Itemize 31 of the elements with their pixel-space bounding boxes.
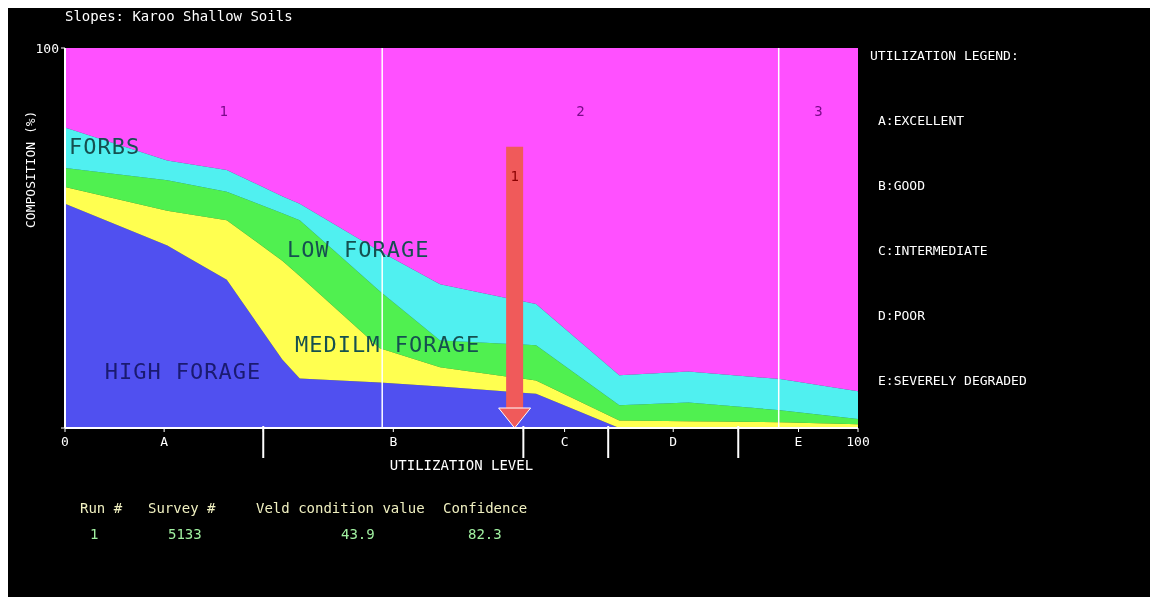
- text: Run #: [80, 500, 123, 516]
- text: D:POOR: [878, 308, 925, 323]
- x-tick-label: 0: [61, 434, 69, 449]
- series-label: FORBS: [68, 134, 141, 160]
- text: 5133: [168, 526, 202, 542]
- annotation: 2: [576, 103, 585, 120]
- text: UTILIZATION LEGEND:: [870, 48, 1019, 63]
- text: Survey #: [148, 500, 216, 516]
- x-tick-label: 100: [846, 434, 870, 449]
- text: Veld condition value: [256, 500, 425, 516]
- x-tick-label: C: [560, 434, 569, 449]
- chart-title: Slopes: Karoo Shallow Soils: [65, 8, 293, 24]
- text: E:SEVERELY DEGRADED: [878, 373, 1027, 388]
- text: 1: [90, 526, 99, 542]
- y-axis-title: COMPOSITION (%): [22, 110, 38, 228]
- text: 82.3: [468, 526, 502, 542]
- text: A:EXCELLENT: [878, 113, 965, 128]
- x-tick-label: A: [160, 434, 169, 449]
- text: C:INTERMEDIATE: [878, 243, 988, 258]
- text: Confidence: [443, 500, 528, 516]
- annotation: 3: [814, 103, 823, 120]
- annotation: 1: [219, 103, 228, 120]
- series-label: MEDILM FORAGE: [294, 332, 481, 357]
- x-tick-label: E: [794, 434, 803, 449]
- x-tick-label: B: [389, 434, 398, 449]
- x-tick-label: D: [669, 434, 678, 449]
- text: 43.9: [341, 526, 375, 542]
- x-axis-title: UTILIZATION LEVEL: [389, 457, 534, 473]
- series-label: HIGH FORAGE: [104, 358, 262, 384]
- text: B:GOOD: [878, 178, 925, 193]
- annotation: 1: [510, 167, 519, 184]
